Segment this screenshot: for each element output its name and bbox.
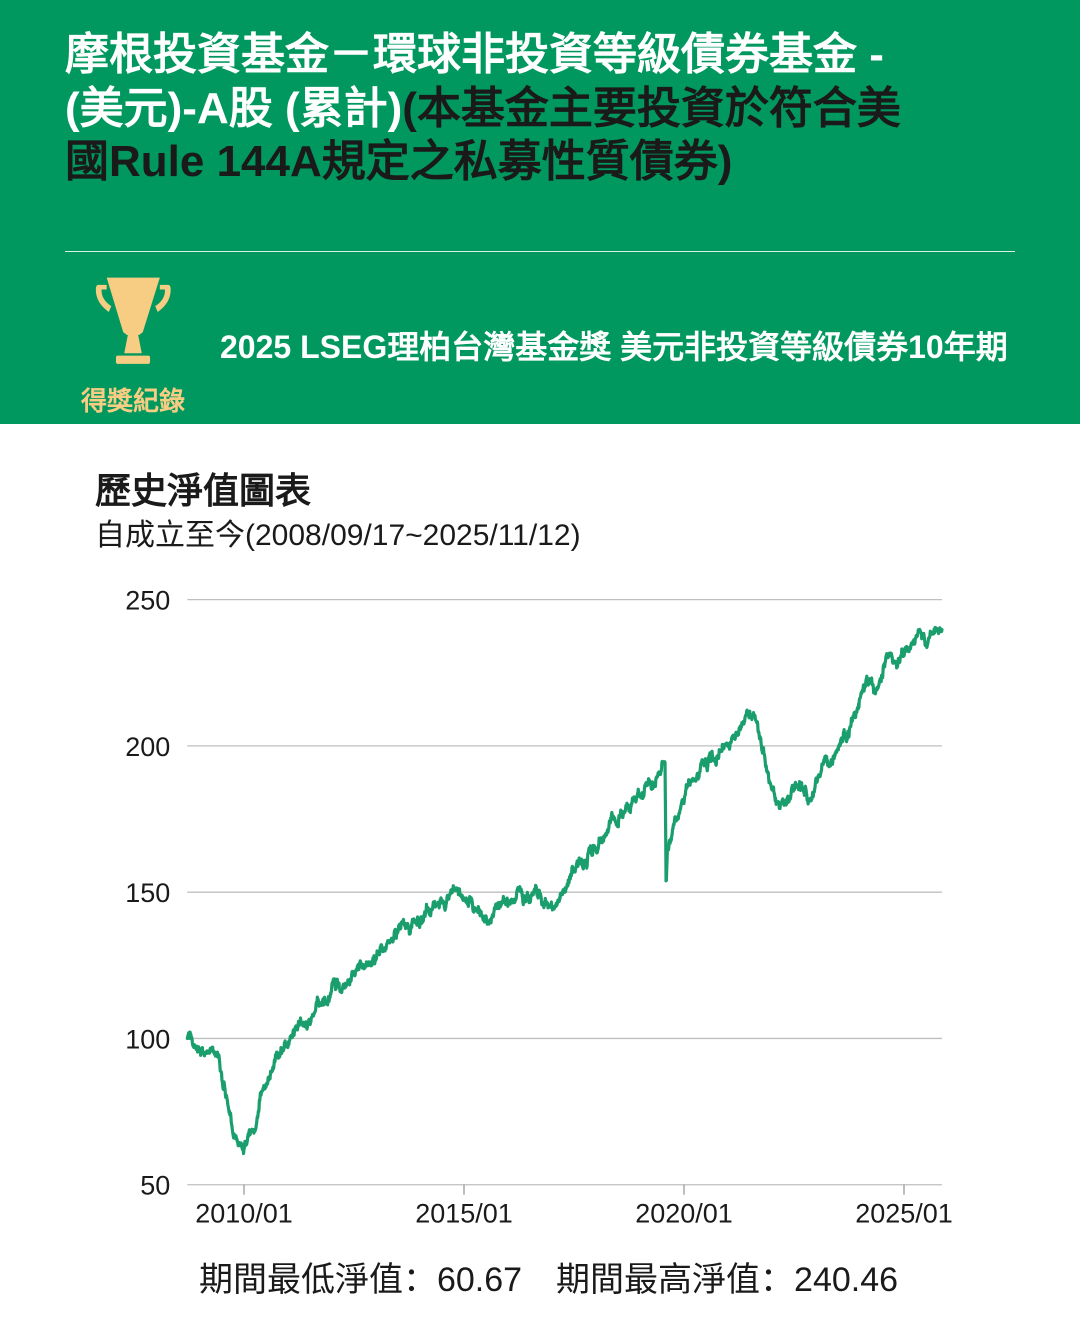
svg-text:200: 200 xyxy=(125,732,170,762)
svg-text:150: 150 xyxy=(125,878,170,908)
svg-text:2015/01: 2015/01 xyxy=(415,1199,513,1229)
svg-text:2010/01: 2010/01 xyxy=(195,1199,293,1229)
svg-text:2020/01: 2020/01 xyxy=(635,1199,733,1229)
svg-text:50: 50 xyxy=(140,1171,170,1201)
svg-text:250: 250 xyxy=(125,586,170,616)
svg-text:2025/01: 2025/01 xyxy=(855,1199,953,1229)
svg-text:100: 100 xyxy=(125,1024,170,1054)
